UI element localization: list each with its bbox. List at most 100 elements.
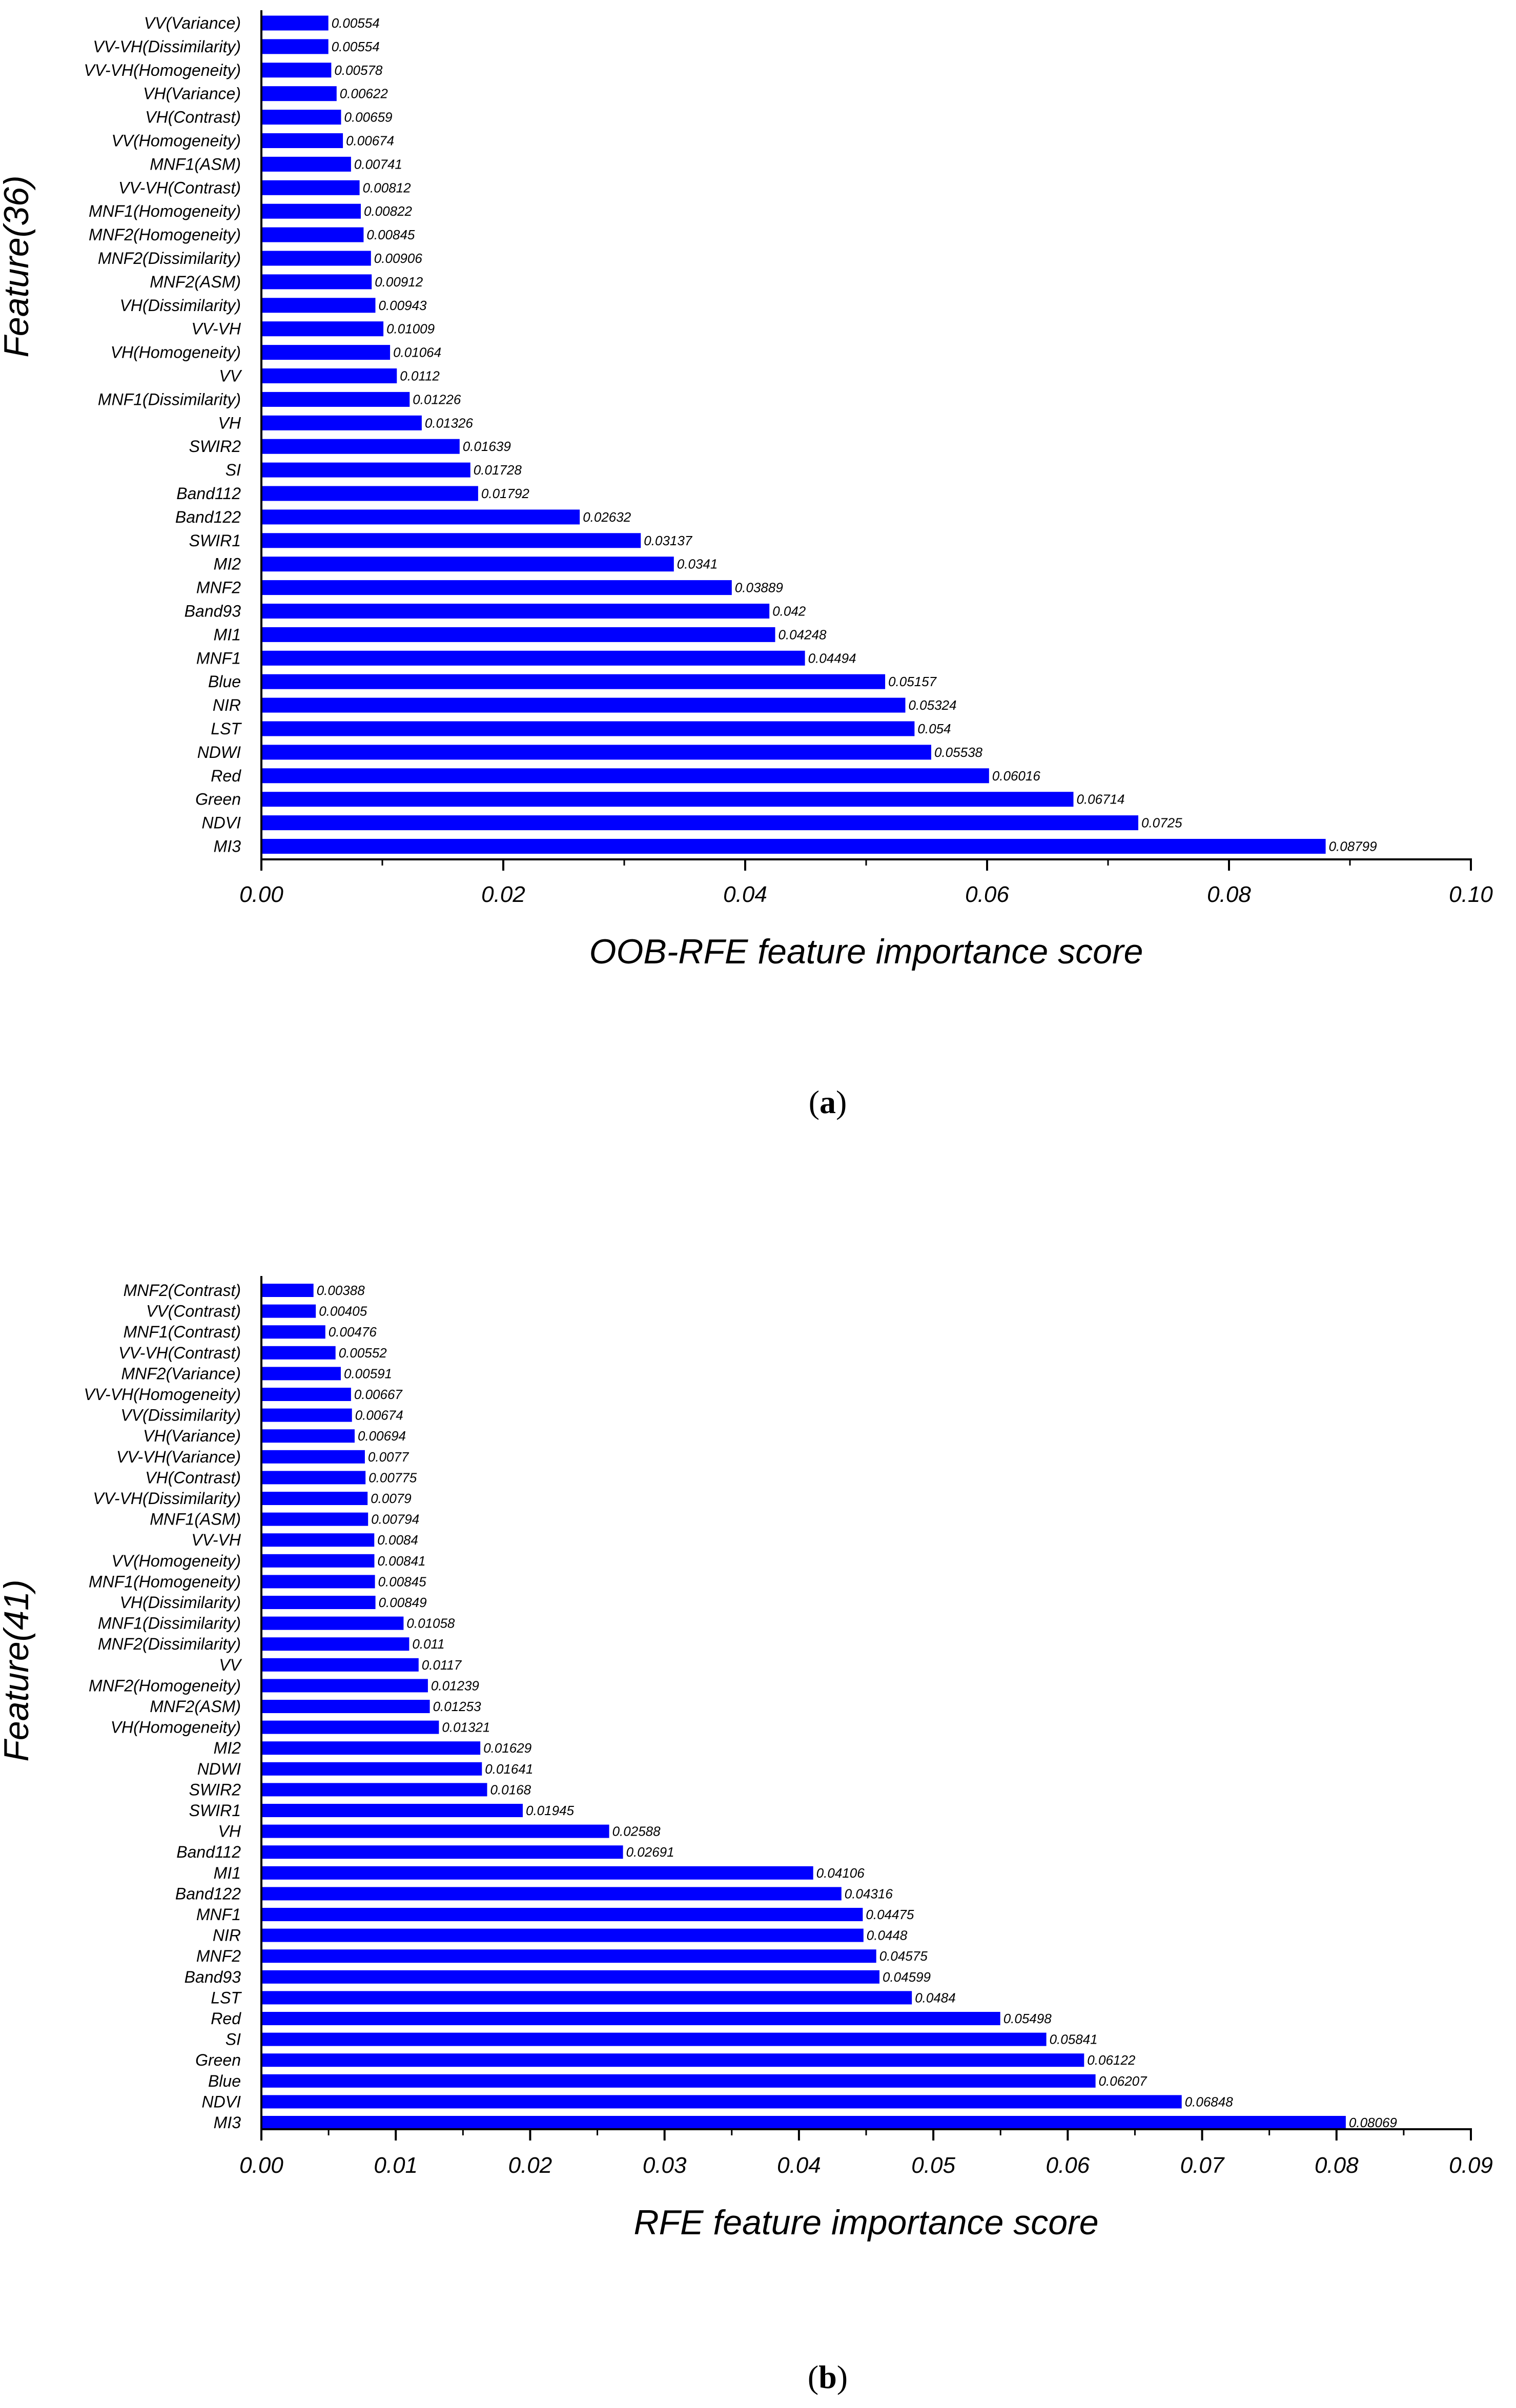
category-label: Band122 <box>175 508 241 526</box>
value-label: 0.00554 <box>332 15 380 31</box>
bar <box>261 1471 366 1485</box>
bar <box>261 627 775 642</box>
category-label: MNF2(Homogeneity) <box>89 1676 241 1695</box>
x-tick-label: 0.07 <box>1180 2153 1225 2178</box>
value-label: 0.00405 <box>319 1304 367 1319</box>
category-label: SI <box>226 2030 241 2049</box>
panel-b-x-axis-title: RFE feature importance score <box>633 2203 1098 2242</box>
category-label: VV <box>219 1656 242 1674</box>
value-label: 0.05538 <box>934 745 983 760</box>
bar <box>261 509 580 525</box>
value-label: 0.06207 <box>1099 2073 1148 2089</box>
panel-b-chart: 0.00388 0.00405 0.00476 0.00552 0.00591 0.006… <box>0 1276 1493 2395</box>
bar <box>261 156 351 172</box>
category-label: VH(Dissimilarity) <box>120 296 241 315</box>
bar <box>261 1616 404 1630</box>
bar <box>261 721 915 736</box>
value-label: 0.06016 <box>992 768 1041 784</box>
bar <box>261 1679 428 1693</box>
bar <box>261 1554 375 1568</box>
bar <box>261 839 1326 854</box>
bar <box>261 2095 1182 2109</box>
category-label: MI3 <box>214 837 241 856</box>
category-label: MNF2 <box>196 1947 241 1965</box>
value-label: 0.05841 <box>1050 2032 1098 2047</box>
value-label: 0.01226 <box>413 392 461 407</box>
panel-a-x-axis: 0.00 0.02 0.04 0.06 0.08 0.10 <box>239 858 1493 907</box>
bar <box>261 1720 439 1734</box>
bar <box>261 557 674 572</box>
category-label: VV-VH(Homogeneity) <box>84 61 241 79</box>
category-label: VH(Homogeneity) <box>111 343 241 362</box>
value-label: 0.054 <box>917 721 951 736</box>
value-label: 0.0484 <box>915 1990 956 2005</box>
value-label: 0.04106 <box>816 1865 865 1881</box>
category-label: MNF1(Dissimilarity) <box>98 1614 241 1633</box>
bar <box>261 1824 609 1838</box>
bar <box>261 1804 523 1817</box>
value-label: 0.04475 <box>866 1907 914 1922</box>
category-label: LST <box>211 1988 242 2007</box>
bar <box>261 1845 623 1859</box>
bar <box>261 1492 368 1505</box>
bar <box>261 650 805 666</box>
category-label: Band122 <box>175 1884 241 1903</box>
value-label: 0.0117 <box>422 1657 462 1673</box>
value-label: 0.00694 <box>358 1428 406 1444</box>
bar <box>261 1762 482 1776</box>
bar <box>261 745 931 760</box>
bar <box>261 674 886 689</box>
x-tick-label: 0.08 <box>1207 882 1251 907</box>
bar <box>261 1949 876 1963</box>
value-label: 0.06714 <box>1077 792 1125 807</box>
category-label: VV-VH <box>191 1531 241 1549</box>
panel-a-bars <box>261 15 1326 854</box>
category-label: MI1 <box>214 1864 241 1882</box>
category-label: Band112 <box>176 1843 241 1861</box>
bar <box>261 110 341 125</box>
bar <box>261 439 460 454</box>
category-label: MI2 <box>214 555 241 573</box>
bar <box>261 1367 341 1381</box>
value-label: 0.01058 <box>406 1616 455 1631</box>
category-label: SI <box>226 461 241 479</box>
bar <box>261 133 343 148</box>
value-label: 0.00674 <box>355 1408 403 1423</box>
category-label: NDWI <box>197 1760 241 1778</box>
bar <box>261 321 384 337</box>
value-label: 0.00388 <box>317 1283 365 1298</box>
value-label: 0.02632 <box>583 509 631 525</box>
value-label: 0.02588 <box>612 1824 661 1839</box>
value-label: 0.01321 <box>442 1720 490 1735</box>
panel-a-x-axis-title: OOB-RFE feature importance score <box>589 932 1143 971</box>
category-label: VH(Variance) <box>143 1427 241 1445</box>
x-tick-label: 0.01 <box>374 2153 418 2178</box>
bar <box>261 604 770 619</box>
x-tick-label: 0.08 <box>1315 2153 1359 2178</box>
category-label: MI3 <box>214 2113 241 2132</box>
bar <box>261 1284 314 1297</box>
panel-b-letter: b <box>818 2359 837 2395</box>
category-label: VH(Contrast) <box>145 1468 241 1487</box>
value-label: 0.03137 <box>644 533 693 548</box>
bar <box>261 15 329 31</box>
value-label: 0.01945 <box>526 1803 575 1818</box>
category-label: VV-VH <box>191 320 241 338</box>
value-label: 0.0168 <box>490 1782 531 1797</box>
value-label: 0.04316 <box>845 1886 893 1901</box>
value-label: 0.08069 <box>1349 2115 1397 2130</box>
category-label: VH <box>218 1822 241 1841</box>
value-label: 0.011 <box>412 1636 444 1652</box>
category-label: VH(Contrast) <box>145 108 241 127</box>
panel-b-value-labels: 0.00388 0.00405 0.00476 0.00552 0.00591 0.006… <box>317 1283 1397 2130</box>
category-label: VV(Contrast) <box>146 1302 241 1321</box>
bar <box>261 1533 375 1547</box>
bar <box>261 462 470 478</box>
category-label: MNF2(Dissimilarity) <box>98 1635 241 1653</box>
value-label: 0.00794 <box>371 1512 419 1527</box>
value-label: 0.06848 <box>1185 2094 1234 2109</box>
bar <box>261 1887 842 1901</box>
bar <box>261 86 337 101</box>
value-label: 0.01239 <box>431 1678 479 1693</box>
x-tick-label: 0.09 <box>1449 2153 1493 2178</box>
